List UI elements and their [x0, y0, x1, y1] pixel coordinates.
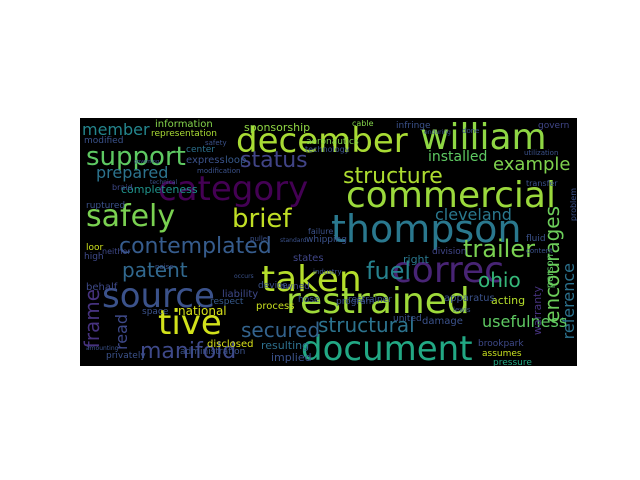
cloud-word-fluid: fluid: [526, 234, 546, 244]
cloud-word-standard: standard: [280, 237, 307, 244]
cloud-word-safety: safety: [205, 139, 227, 147]
cloud-word-space: space: [142, 307, 169, 317]
cloud-word-secured: secured: [241, 318, 321, 342]
cloud-word-source: source: [102, 276, 215, 316]
cloud-word-sponsorship: sponsorship: [244, 121, 311, 134]
cloud-word-braid: braid: [112, 183, 133, 192]
cloud-word-administration: administration: [180, 347, 246, 357]
cloud-word-technology: technology: [305, 145, 350, 154]
cloud-word-technical: technical: [150, 179, 178, 186]
cloud-word-puller: puller: [250, 235, 270, 243]
cloud-word-warranty: warranty: [531, 286, 544, 336]
cloud-word-frame: frame: [80, 289, 104, 349]
cloud-word-center: center: [186, 145, 215, 155]
cloud-word-implied: implied: [271, 351, 312, 364]
cloud-word-acting: acting: [491, 294, 526, 307]
cloud-word-lewis: lewis: [453, 306, 471, 314]
cloud-word-national: national: [178, 304, 227, 318]
cloud-word-restrainer: restrainer: [348, 295, 392, 305]
cloud-word-infringe: infringe: [396, 121, 431, 131]
cloud-word-fuel: fuel: [366, 257, 412, 285]
cloud-word-noise: noise: [155, 263, 174, 271]
cloud-word-commercial: commercial: [346, 175, 556, 216]
cloud-word-ruptured: ruptured: [86, 201, 126, 211]
cloud-word-problem: problem: [569, 188, 577, 222]
cloud-word-states: states: [293, 253, 324, 264]
cloud-word-done: done: [462, 127, 480, 135]
cloud-word-ohio: ohio: [478, 268, 521, 292]
cloud-word-respect: respect: [210, 297, 244, 307]
cloud-word-process: process: [256, 301, 295, 312]
cloud-word-loor: loor: [86, 243, 104, 253]
cloud-word-privately: privately: [106, 351, 146, 361]
cloud-word-amounting: amounting: [86, 345, 119, 352]
cloud-word-apparatus: apparatus: [444, 293, 495, 304]
cloud-word-patent: patent: [122, 258, 188, 282]
cloud-word-high: high: [84, 252, 104, 262]
cloud-word-hose: hose: [298, 295, 320, 305]
cloud-word-category: category: [158, 169, 309, 209]
cloud-word-support: support: [86, 142, 186, 172]
cloud-word-owned: owned: [280, 282, 310, 292]
cloud-word-restrained: restrained: [286, 281, 470, 322]
cloud-word-tive: tive: [158, 303, 222, 343]
cloud-word-damage: damage: [422, 316, 463, 327]
word-cloud: category william december commercial thompso…: [80, 118, 577, 366]
cloud-word-whipping: whipping: [306, 235, 347, 245]
cloud-word-brief: brief: [232, 204, 292, 234]
cloud-word-liability: liability: [222, 289, 259, 300]
cloud-word-december: december: [236, 121, 408, 161]
cloud-word-modification: modification: [197, 167, 241, 175]
cloud-word-program: program: [336, 297, 375, 307]
cloud-word-disclosed: disclosed: [207, 339, 254, 350]
cloud-word-document: document: [301, 329, 473, 366]
cloud-word-enduring: enduring: [424, 129, 451, 136]
cloud-word-loop: loop: [225, 155, 247, 166]
cloud-word-status: status: [240, 148, 308, 173]
cloud-word-govern: govern: [538, 121, 570, 131]
cloud-word-device: device: [258, 281, 288, 291]
cloud-word-cable: cable: [352, 119, 374, 128]
cloud-word-person: person: [545, 254, 556, 289]
cloud-word-pressure: pressure: [493, 358, 532, 367]
cloud-word-usefulness: usefulness: [482, 312, 568, 331]
cloud-word-structure: structure: [343, 164, 443, 189]
cloud-word-resulting: resulting: [261, 339, 310, 352]
cloud-word-neither: neither: [102, 247, 131, 256]
cloud-word-william: william: [420, 118, 547, 158]
cloud-word-occurs: occurs: [234, 273, 254, 280]
cloud-word-prepared: prepared: [96, 163, 169, 182]
cloud-word-industry: industry: [313, 268, 342, 276]
cloud-word-cleveland: cleveland: [435, 205, 512, 224]
cloud-word-taken: taken: [261, 259, 362, 300]
cloud-word-safely: safely: [86, 199, 176, 234]
cloud-word-aeronautics: aeronautics: [306, 137, 359, 147]
cloud-word-representation: representation: [151, 129, 218, 139]
cloud-word-manifold: manifold: [140, 339, 237, 364]
cloud-word-completeness: completeness: [121, 183, 198, 196]
cloud-word-united: united: [393, 314, 422, 324]
cloud-word-behalf: behalf: [86, 282, 118, 293]
cloud-word-installed: installed: [428, 149, 488, 165]
cloud-word-failure: failure: [308, 227, 334, 236]
cloud-word-express: express: [186, 155, 225, 166]
cloud-word-modified: modified: [84, 136, 124, 146]
cloud-word-brookpark: brookpark: [478, 339, 524, 349]
cloud-word-member: member: [82, 120, 150, 139]
cloud-word-information: information: [155, 119, 213, 130]
cloud-word-right: right: [403, 253, 429, 266]
cloud-word-correc: correc: [392, 250, 504, 291]
cloud-word-example: example: [493, 154, 571, 175]
cloud-word-trailer: trailer: [463, 235, 535, 263]
cloud-word-content: content: [526, 247, 553, 255]
cloud-word-structural: structural: [318, 313, 415, 337]
cloud-word-governing: governing: [134, 159, 160, 165]
cloud-word-transfer: transfer: [526, 179, 558, 188]
cloud-word-thompson: thompson: [331, 207, 522, 251]
cloud-word-assumes: assumes: [482, 349, 522, 359]
cloud-word-contemplated: contemplated: [119, 234, 272, 259]
cloud-word-utilization: utilization: [524, 149, 559, 157]
cloud-word-division: division: [432, 247, 467, 257]
